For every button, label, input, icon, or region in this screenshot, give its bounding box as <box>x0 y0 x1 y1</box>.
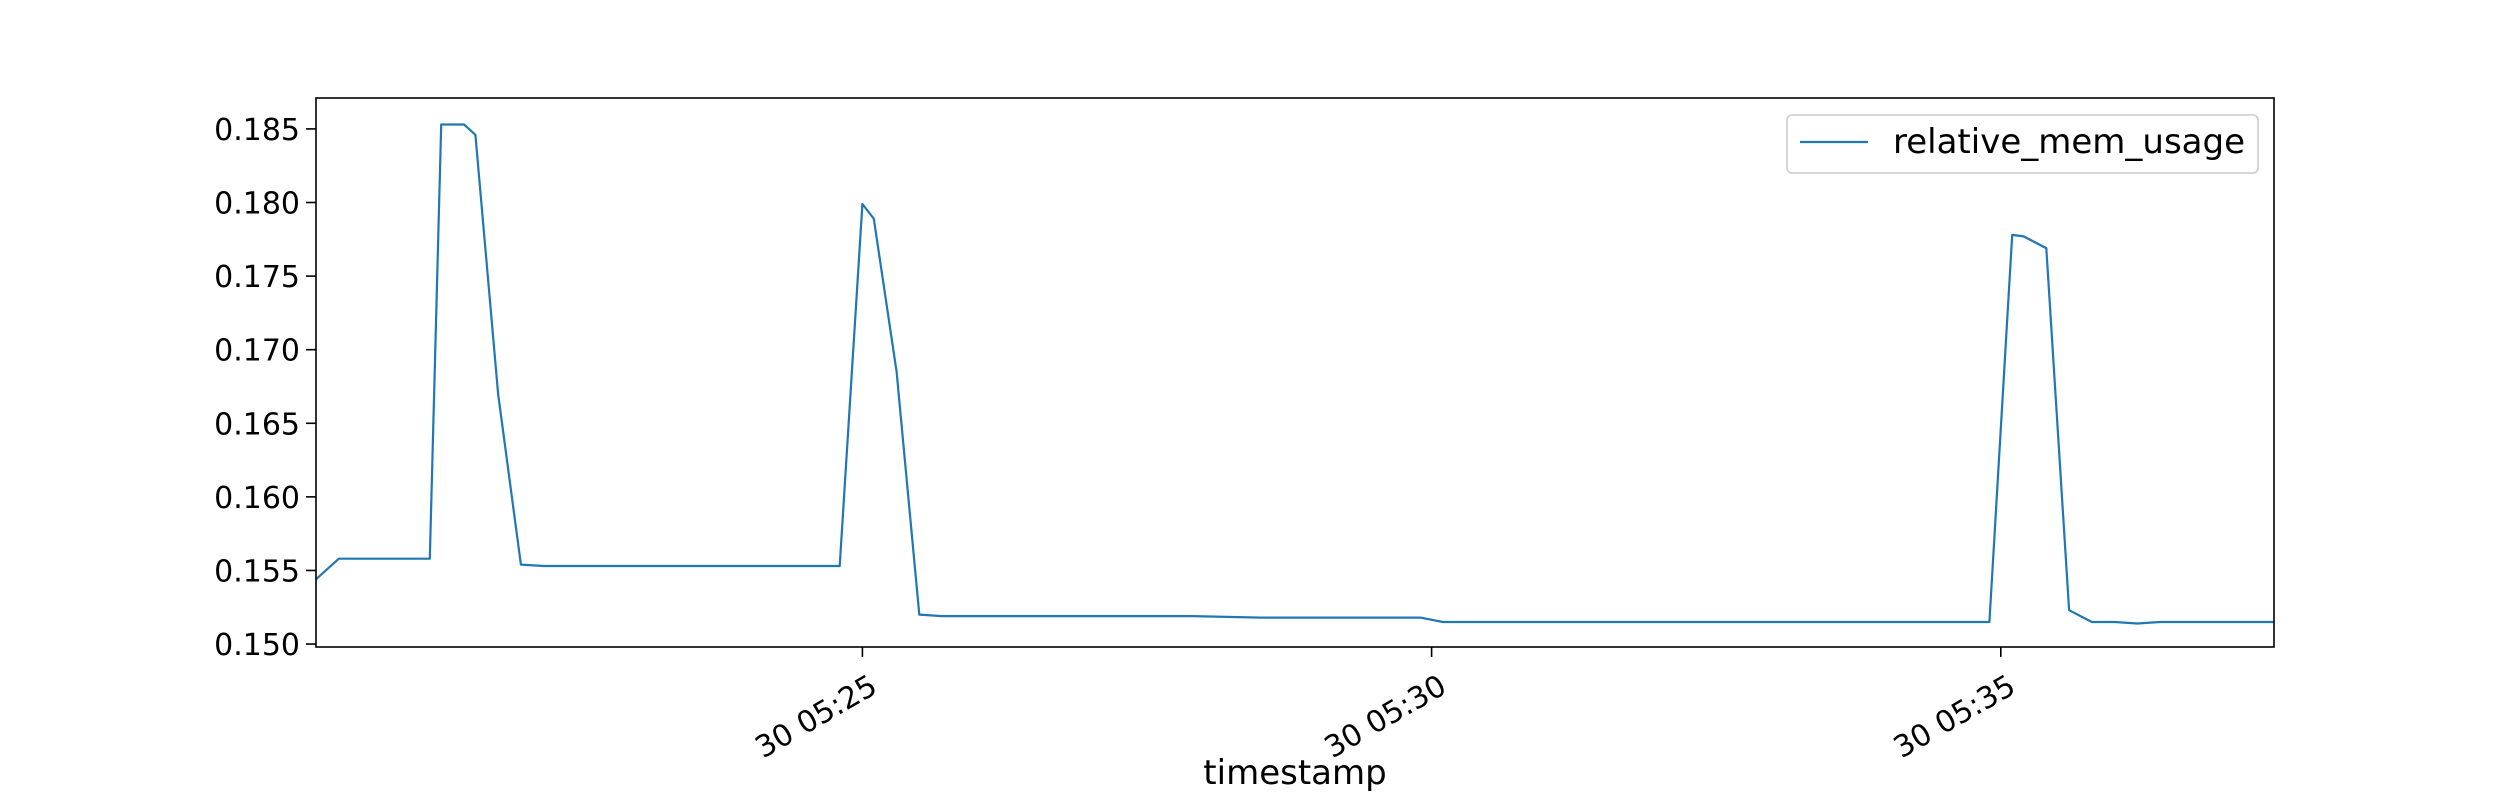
legend: relative_mem_usage <box>1786 114 2259 174</box>
y-tick-label: 0.180 <box>214 187 300 222</box>
y-tick-label: 0.150 <box>214 628 300 663</box>
y-tick-label: 0.160 <box>214 481 300 516</box>
y-tick-label: 0.175 <box>214 260 300 295</box>
y-tick-label: 0.185 <box>214 113 300 148</box>
legend-label: relative_mem_usage <box>1893 122 2245 162</box>
legend-frame <box>1786 114 2259 174</box>
y-tick-label: 0.155 <box>214 554 300 589</box>
series-line-relative-mem-usage <box>315 123 2274 625</box>
plot-frame <box>315 97 2275 648</box>
y-tick-label: 0.165 <box>214 407 300 442</box>
x-axis-title: timestamp <box>1203 753 1386 793</box>
y-axis-ticks: 0.150 0.155 0.160 0.165 0.170 0.175 0.180 0.185 <box>214 113 316 663</box>
series-layer <box>315 123 2274 625</box>
y-tick-label: 0.170 <box>214 334 300 369</box>
